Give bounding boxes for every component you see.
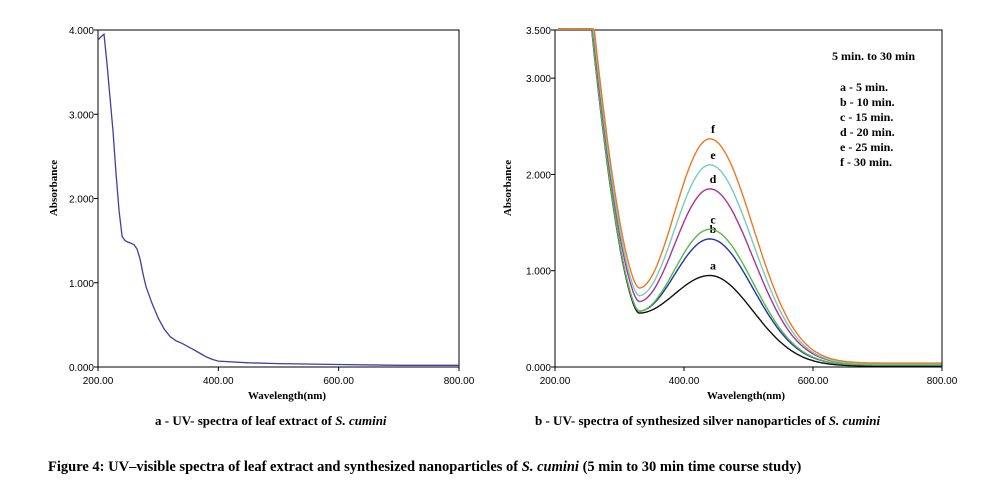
panel-a-x-tick-label: 600.00	[323, 376, 354, 387]
panel-b-series-f-label: f	[711, 122, 716, 136]
panel-b-series-b-label: b	[710, 222, 717, 236]
panel-b-series-e-line	[558, 28, 942, 365]
panel-a-caption-species: S. cumini	[335, 413, 387, 428]
panel-b-plot-area	[554, 29, 943, 368]
panel-b-series-a-label: a	[710, 259, 716, 273]
panel-b-y-tick-label: 3.000	[526, 74, 551, 85]
panel-a-x-axis-label: Wavelength(nm)	[248, 390, 327, 402]
legend-title: 5 min. to 30 min	[832, 49, 915, 63]
panel-b-y-tick-label: 1.000	[526, 267, 551, 278]
panel-b-chart: 200.00 400.00 600.00 800.00 0.000 1.000 2.000 3…	[526, 26, 958, 387]
panel-b-series-e-label: e	[710, 148, 716, 162]
panel-b-x-tick-label: 400.00	[669, 376, 700, 387]
panel-a-series-line	[97, 32, 459, 366]
legend-entry-e: e - 25 min.	[840, 140, 893, 154]
panel-b-x-tick-label: 600.00	[798, 376, 829, 387]
panel-b-series-c-label: c	[710, 212, 716, 226]
figure-caption: Figure 4: UV–visible spectra of leaf ext…	[48, 459, 801, 476]
panel-b-caption-text: b - UV- spectra of synthesized silver na…	[535, 413, 829, 428]
panel-b-y-axis-label: Absorbance	[502, 160, 514, 216]
panel-a-y-tick-label: 0.000	[69, 363, 94, 374]
panel-b-caption-species: S. cumini	[828, 413, 881, 428]
panel-a-plot-area	[97, 29, 460, 368]
panel-b-x-axis-label: Wavelength(nm)	[707, 390, 786, 402]
panel-a-x-tick-label: 400.00	[203, 376, 234, 387]
figure-caption-species: S. cumini	[521, 459, 579, 475]
panel-b-series-f-line	[558, 28, 942, 364]
panel-b-legend: 5 min. to 30 min a - 5 min. b - 10 min. …	[832, 49, 915, 169]
panel-a-caption: a - UV- spectra of leaf extract of S. cu…	[155, 413, 387, 429]
legend-entry-b: b - 10 min.	[840, 95, 895, 109]
legend-entry-a: a - 5 min.	[840, 80, 888, 94]
panel-b-caption: b - UV- spectra of synthesized silver na…	[535, 413, 880, 429]
panel-b-y-tick-label: 0.000	[526, 363, 551, 374]
figure-caption-text: Figure 4: UV–visible spectra of leaf ext…	[48, 459, 522, 475]
panel-b-series-c-line	[558, 28, 942, 366]
legend-entry-d: d - 20 min.	[840, 125, 895, 139]
panel-a-x-tick-label: 800.00	[444, 376, 475, 387]
panel-a-caption-text: a - UV- spectra of leaf extract of	[155, 413, 336, 428]
panel-a-y-tick-label: 4.000	[69, 26, 94, 37]
panel-b-y-tick-label: 2.000	[526, 170, 551, 181]
panel-a-x-tick-label: 200.00	[83, 376, 114, 387]
panel-b-x-tick-label: 800.00	[927, 376, 958, 387]
panel-a-y-axis-label: Absorbance	[48, 160, 60, 216]
panel-a-y-tick-label: 1.000	[69, 279, 94, 290]
panel-b-series-d-label: d	[710, 172, 717, 186]
panel-b-y-tick-label: 3.500	[526, 26, 551, 37]
panel-b-x-tick-label: 200.00	[540, 376, 571, 387]
panel-a-y-tick-label: 3.000	[69, 110, 94, 121]
panel-a-y-tick-label: 2.000	[69, 195, 94, 206]
panel-a-chart: 200.00 400.00 600.00 800.00 0.000 1.000 2.000 3…	[69, 26, 475, 387]
legend-entry-f: f - 30 min.	[840, 155, 892, 169]
legend-entry-c: c - 15 min.	[840, 110, 893, 124]
figure-caption-suffix: (5 min to 30 min time course study)	[578, 459, 802, 475]
